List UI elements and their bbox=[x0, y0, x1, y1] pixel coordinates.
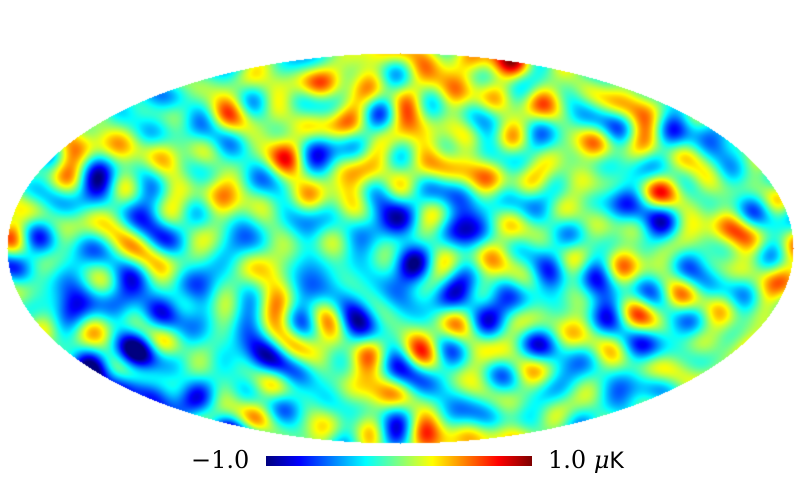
colorbar-max-label: 1.0 μK bbox=[548, 440, 624, 482]
mollweide-sky-map bbox=[0, 0, 800, 450]
colorbar-min-label: −1.0 bbox=[191, 446, 250, 474]
colorbar-legend: −1.0 1.0 μK bbox=[0, 440, 800, 480]
colorbar-max-value: 1.0 bbox=[548, 446, 587, 474]
sky-map bbox=[0, 0, 800, 450]
colorbar-unit-prefix: μ bbox=[593, 446, 610, 474]
colorbar-gradient bbox=[266, 456, 532, 466]
colorbar-unit: K bbox=[609, 449, 624, 474]
